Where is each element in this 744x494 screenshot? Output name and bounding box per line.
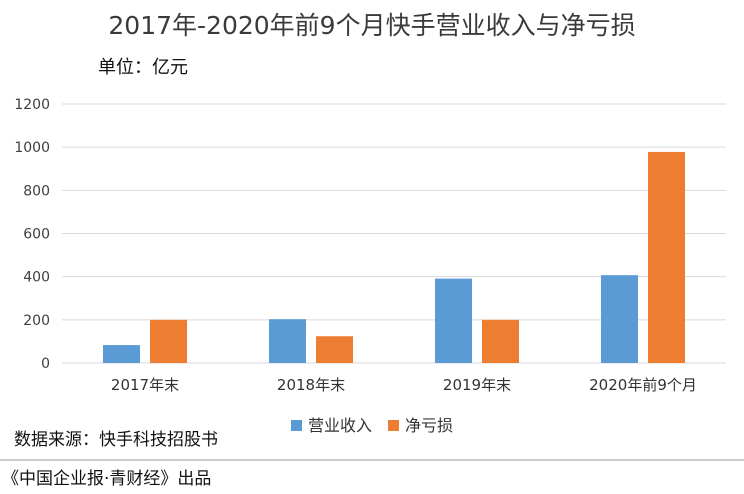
y-tick-label: 600: [23, 227, 50, 243]
bar-net-loss-1: [316, 336, 353, 363]
y-tick-label: 400: [23, 270, 50, 286]
legend-label: 净亏损: [405, 416, 453, 435]
publisher-credit: 《中国企业报·青财经》出品: [2, 469, 211, 489]
x-tick-label: 2018年末: [277, 376, 345, 394]
bar-net-loss-0: [150, 319, 187, 363]
legend: 营业收入 净亏损: [291, 416, 453, 435]
legend-swatch: [291, 420, 302, 431]
bar-revenue-0: [103, 345, 140, 363]
y-tick-label: 200: [23, 313, 50, 329]
y-tick-label: 800: [23, 183, 50, 199]
bar-net-loss-2: [482, 319, 519, 363]
y-tick-label: 0: [41, 356, 50, 372]
y-tick-label: 1000: [14, 140, 50, 156]
x-tick-label: 2017年末: [111, 376, 179, 394]
bar-revenue-3: [601, 275, 638, 363]
bar-revenue-2: [435, 278, 472, 363]
x-tick-label: 2020年前9个月: [589, 376, 697, 394]
bar-net-loss-3: [648, 151, 685, 363]
chart-title: 2017年-2020年前9个月快手营业收入与净亏损: [108, 11, 635, 40]
data-source: 数据来源：快手科技招股书: [14, 430, 218, 450]
y-tick-label: 1200: [14, 97, 50, 113]
bar-revenue-1: [269, 319, 306, 363]
chart-unit: 单位：亿元: [98, 57, 188, 78]
y-axis: 0 200 400 600 800 1000 1200: [14, 97, 50, 372]
legend-swatch: [388, 420, 399, 431]
x-axis: 2017年末 2018年末 2019年末 2020年前9个月: [111, 376, 697, 394]
bars: [103, 151, 685, 363]
x-tick-label: 2019年末: [443, 376, 511, 394]
legend-label: 营业收入: [308, 416, 372, 435]
